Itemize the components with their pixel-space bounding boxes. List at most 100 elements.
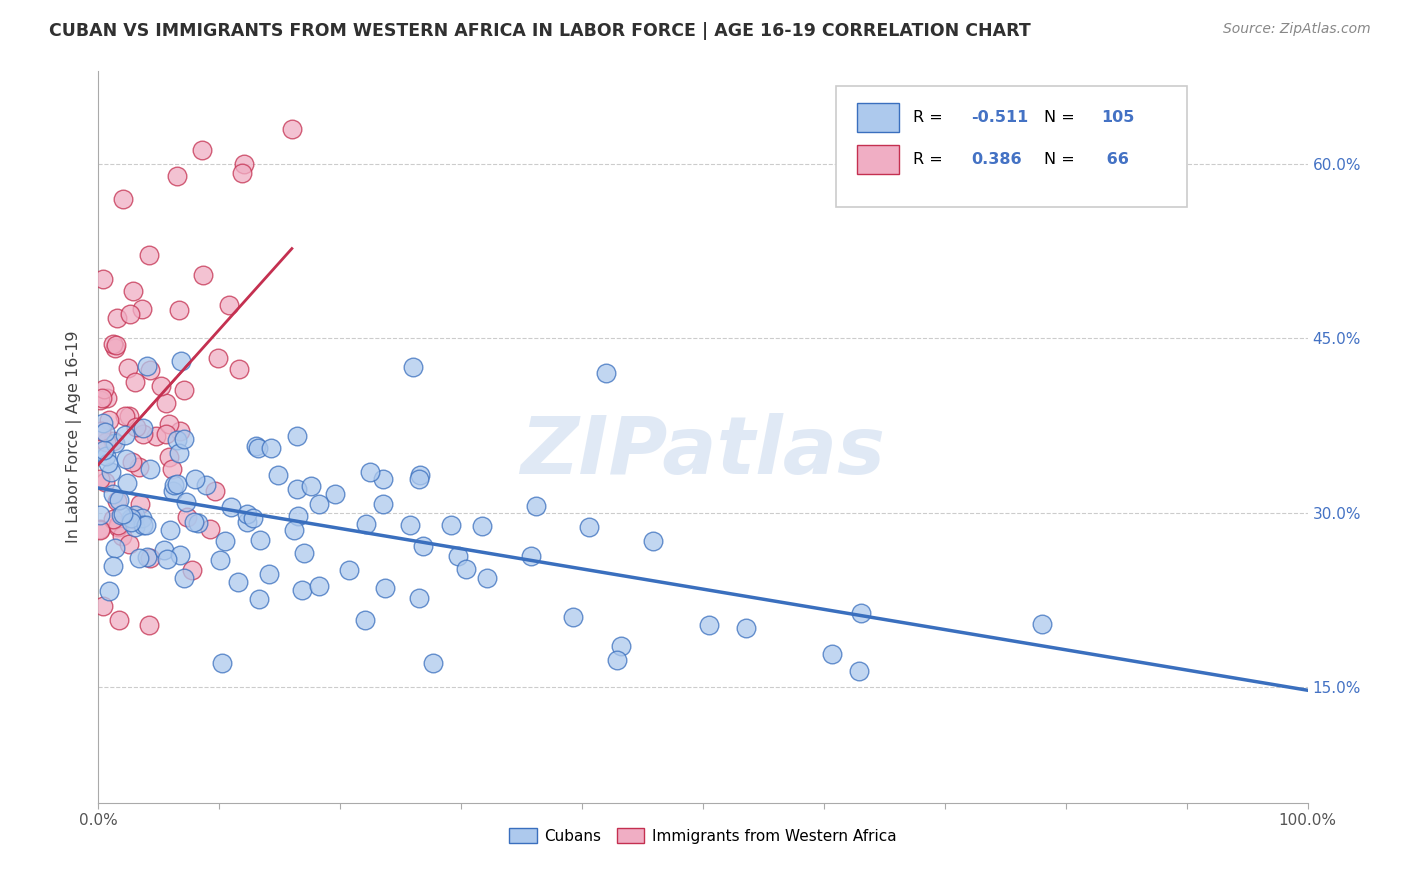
Point	[249, 591, 271, 606]
Point	[218, 298, 240, 312]
Point	[285, 429, 308, 443]
Text: R =: R =	[914, 152, 948, 167]
Point	[595, 366, 617, 380]
Point	[162, 477, 184, 491]
Point	[477, 571, 499, 585]
Point	[169, 424, 191, 438]
Point	[191, 268, 214, 282]
Point	[287, 509, 309, 524]
Point	[207, 351, 229, 365]
Point	[226, 575, 249, 590]
Point	[157, 450, 180, 464]
Point	[105, 311, 128, 326]
Point	[242, 510, 264, 524]
Point	[191, 143, 214, 157]
Text: R =: R =	[914, 110, 948, 125]
Point	[291, 582, 314, 597]
Point	[371, 497, 394, 511]
Point	[169, 353, 191, 368]
Point	[117, 360, 139, 375]
Point	[183, 515, 205, 529]
Text: N =: N =	[1045, 152, 1080, 167]
Point	[100, 465, 122, 479]
Point	[103, 341, 125, 355]
Text: Source: ZipAtlas.com: Source: ZipAtlas.com	[1223, 22, 1371, 37]
Point	[97, 413, 120, 427]
Point	[118, 307, 141, 321]
Point	[115, 476, 138, 491]
Point	[96, 392, 118, 406]
Point	[283, 524, 305, 538]
Point	[211, 657, 233, 671]
Point	[132, 421, 155, 435]
Point	[292, 546, 315, 560]
Point	[562, 609, 585, 624]
Point	[643, 533, 665, 548]
Point	[94, 475, 117, 489]
Point	[356, 517, 378, 532]
Point	[247, 441, 270, 455]
Point	[308, 579, 330, 593]
Point	[107, 493, 129, 508]
Point	[173, 571, 195, 585]
Point	[139, 462, 162, 476]
Point	[167, 302, 190, 317]
Point	[155, 396, 177, 410]
Point	[118, 537, 141, 551]
Point	[198, 522, 221, 536]
Point	[111, 529, 134, 543]
Text: -0.511: -0.511	[972, 110, 1029, 125]
Point	[138, 363, 160, 377]
Point	[124, 519, 146, 533]
Point	[204, 483, 226, 498]
Point	[456, 562, 478, 576]
Point	[236, 515, 259, 529]
Point	[125, 419, 148, 434]
Point	[697, 617, 720, 632]
Point	[107, 518, 129, 533]
Point	[398, 518, 420, 533]
Point	[107, 519, 129, 533]
Point	[97, 583, 120, 598]
Point	[848, 664, 870, 678]
Point	[219, 500, 242, 515]
Point	[440, 517, 463, 532]
Point	[91, 272, 114, 286]
Text: 66: 66	[1101, 152, 1129, 167]
Point	[93, 382, 115, 396]
Point	[94, 450, 117, 464]
Point	[173, 383, 195, 397]
Point	[121, 284, 143, 298]
Point	[176, 510, 198, 524]
Y-axis label: In Labor Force | Age 16-19: In Labor Force | Age 16-19	[66, 331, 83, 543]
Point	[131, 517, 153, 532]
Point	[1031, 616, 1053, 631]
Point	[578, 520, 600, 534]
Point	[412, 540, 434, 554]
Point	[115, 452, 138, 467]
Point	[849, 606, 872, 620]
Bar	[856, 103, 898, 132]
Point	[169, 548, 191, 562]
Point	[169, 446, 191, 460]
Point	[447, 549, 470, 564]
Point	[128, 459, 150, 474]
Point	[135, 549, 157, 564]
Point	[267, 468, 290, 483]
Point	[104, 541, 127, 555]
Point	[371, 472, 394, 486]
Point	[91, 392, 114, 406]
Point	[259, 442, 281, 456]
Point	[124, 375, 146, 389]
Point	[110, 508, 132, 522]
Point	[91, 416, 114, 430]
Text: 0.386: 0.386	[972, 152, 1022, 167]
Point	[156, 551, 179, 566]
Point	[408, 472, 430, 486]
Point	[174, 495, 197, 509]
Point	[128, 497, 150, 511]
Point	[214, 534, 236, 549]
Point	[138, 618, 160, 632]
Point	[131, 511, 153, 525]
Legend: Cubans, Immigrants from Western Africa: Cubans, Immigrants from Western Africa	[503, 822, 903, 850]
